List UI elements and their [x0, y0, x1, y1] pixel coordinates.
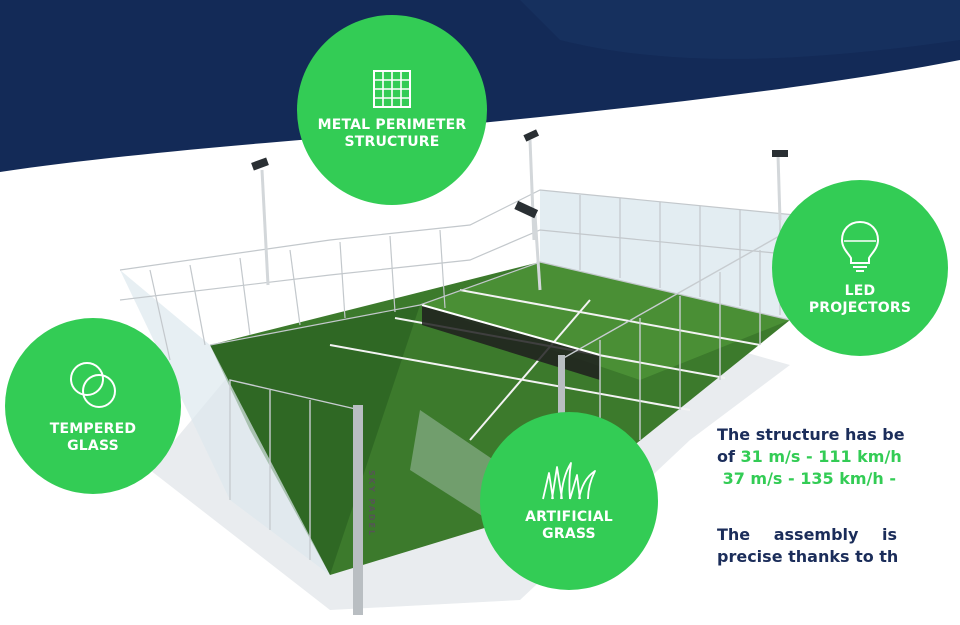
metal-mesh	[119, 189, 796, 361]
text-line-3: 37 m/s - 135 km/h -	[717, 468, 960, 490]
text-line-4: The assembly is	[717, 525, 898, 544]
badge-label-line1: LED	[844, 283, 876, 299]
tempered-glass-badge: TEMPERED GLASS	[5, 318, 181, 494]
badge-label-line2: GLASS	[67, 438, 119, 454]
bulb-icon	[840, 220, 880, 272]
text-line-1: The structure has be	[717, 425, 905, 444]
wind-speed-2: 37 m/s - 135 km/h -	[722, 469, 896, 488]
grid-icon	[373, 70, 411, 108]
text-line-5: precise thanks to th	[717, 547, 899, 566]
grass-icon	[542, 462, 596, 500]
artificial-grass-badge: ARTIFICIAL GRASS	[480, 412, 658, 590]
badge-label-line2: GRASS	[542, 526, 596, 542]
glass-rings-icon	[70, 362, 116, 408]
post-brand: SKY PADEL	[367, 470, 376, 537]
text-line-2: of 31 m/s - 111 km/h	[717, 447, 902, 466]
net	[422, 305, 600, 380]
badge-label-line1: ARTIFICIAL	[525, 509, 613, 525]
led-projectors-badge: LED PROJECTORS	[772, 180, 948, 356]
badge-label-line1: TEMPERED	[49, 421, 137, 437]
wind-speed-1: 31 m/s - 111 km/h	[740, 447, 902, 466]
metal-perimeter-badge: METAL PERIMETER STRUCTURE	[297, 15, 487, 205]
description-text: The structure has be of 31 m/s - 111 km/…	[717, 424, 960, 625]
badge-label-line1: METAL PERIMETER	[317, 117, 467, 133]
light-poles	[260, 139, 782, 291]
badge-label-line2: PROJECTORS	[808, 300, 912, 316]
badge-label-line2: STRUCTURE	[344, 134, 440, 150]
